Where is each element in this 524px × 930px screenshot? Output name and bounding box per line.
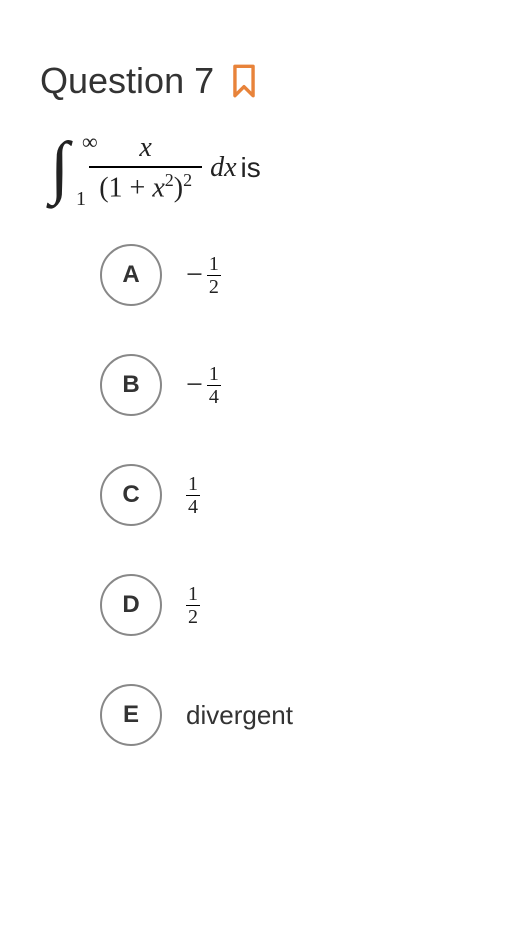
upper-limit: ∞	[82, 131, 98, 153]
den-var: x	[152, 172, 164, 203]
question-title: Question 7	[40, 60, 214, 102]
bookmark-icon[interactable]	[230, 64, 258, 98]
choice-letter[interactable]: E	[100, 684, 162, 746]
choice-answer: −12	[186, 254, 221, 297]
integrand-fraction: x (1 + x2)2	[89, 132, 202, 204]
lower-limit: 1	[76, 189, 86, 209]
choice-letter[interactable]: C	[100, 464, 162, 526]
frac-num: 1	[186, 584, 200, 604]
fraction-bar	[89, 166, 202, 168]
choice-e[interactable]: Edivergent	[100, 684, 484, 746]
minus-sign: −	[186, 368, 203, 402]
choice-answer: −14	[186, 364, 221, 407]
question-equation: ∫ ∞ 1 x (1 + x2)2 dx is	[50, 132, 484, 204]
frac-num: 1	[207, 254, 221, 274]
denominator: (1 + x2)2	[89, 170, 202, 204]
answer-fraction: 14	[186, 474, 200, 517]
equation-suffix: is	[241, 152, 261, 184]
question-header: Question 7	[40, 60, 484, 102]
choice-letter[interactable]: D	[100, 574, 162, 636]
answer-fraction: 12	[207, 254, 221, 297]
frac-den: 4	[186, 497, 200, 517]
integral-glyph: ∫	[50, 129, 69, 206]
den-open: (1 +	[99, 172, 152, 203]
choice-answer: 14	[186, 474, 200, 517]
den-close: )	[174, 172, 183, 203]
den-sup1: 2	[165, 170, 174, 190]
choice-d[interactable]: D12	[100, 574, 484, 636]
numerator: x	[129, 132, 161, 164]
choice-letter[interactable]: A	[100, 244, 162, 306]
minus-sign: −	[186, 258, 203, 292]
choice-letter[interactable]: B	[100, 354, 162, 416]
choices-list: A−12B−14C14D12Edivergent	[100, 244, 484, 746]
integral-symbol: ∫ ∞ 1	[50, 133, 69, 203]
question-page: Question 7 ∫ ∞ 1 x (1 + x2)2 dx is A−12B…	[0, 0, 524, 834]
dx: dx	[210, 152, 236, 184]
frac-den: 4	[207, 387, 221, 407]
answer-text: divergent	[186, 700, 293, 731]
choice-c[interactable]: C14	[100, 464, 484, 526]
choice-answer: 12	[186, 584, 200, 627]
frac-den: 2	[207, 277, 221, 297]
answer-fraction: 12	[186, 584, 200, 627]
frac-num: 1	[207, 364, 221, 384]
frac-num: 1	[186, 474, 200, 494]
frac-den: 2	[186, 607, 200, 627]
answer-fraction: 14	[207, 364, 221, 407]
choice-answer: divergent	[186, 700, 293, 731]
den-sup2: 2	[183, 170, 192, 190]
choice-a[interactable]: A−12	[100, 244, 484, 306]
choice-b[interactable]: B−14	[100, 354, 484, 416]
